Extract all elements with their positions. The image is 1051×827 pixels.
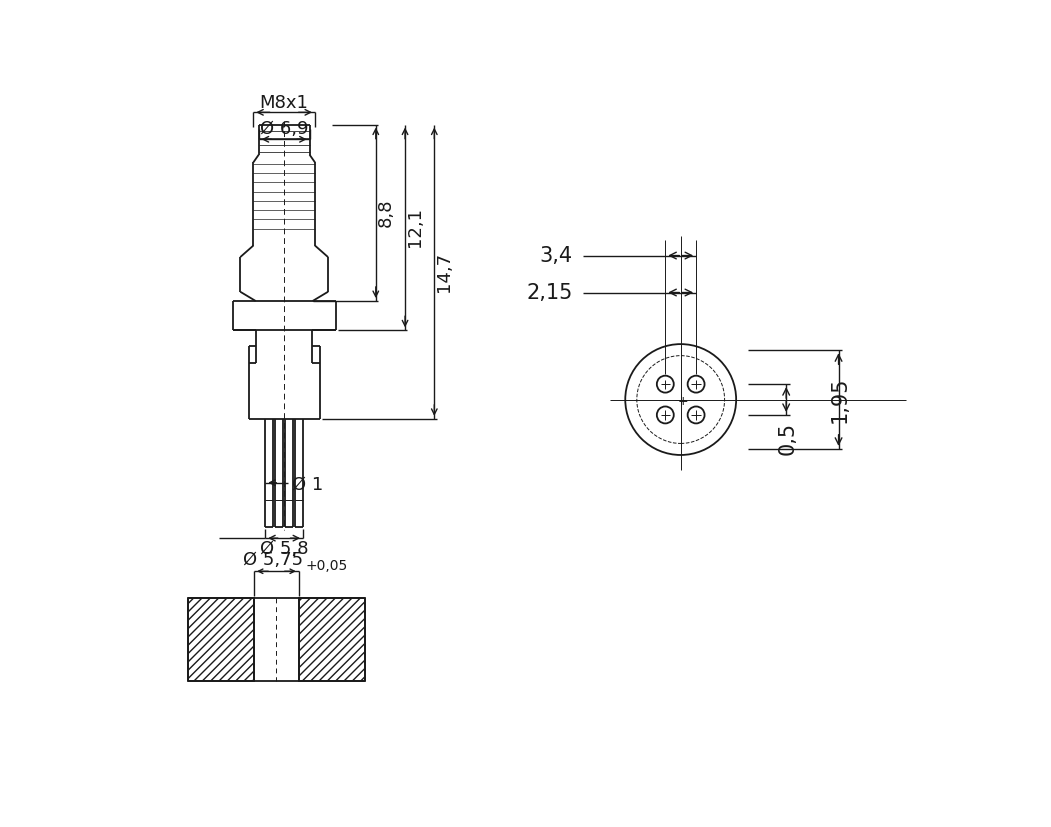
Text: Ø 5,75: Ø 5,75 [243,552,303,570]
Text: 2,15: 2,15 [527,283,573,303]
Text: 1,95: 1,95 [830,376,850,423]
Text: +: + [678,394,688,408]
Text: 3,4: 3,4 [540,246,573,265]
Text: 14,7: 14,7 [435,251,453,292]
Text: Ø 5,8: Ø 5,8 [260,540,308,558]
Text: Ø 1: Ø 1 [292,476,324,493]
Text: M8x1: M8x1 [260,94,309,112]
Text: +0,05: +0,05 [306,559,348,573]
Text: 12,1: 12,1 [406,208,424,247]
Bar [188,598,254,681]
Text: Ø 6,9: Ø 6,9 [260,120,308,138]
Bar [298,598,365,681]
Text: 8,8: 8,8 [377,198,395,227]
Text: 0,5: 0,5 [778,422,798,455]
